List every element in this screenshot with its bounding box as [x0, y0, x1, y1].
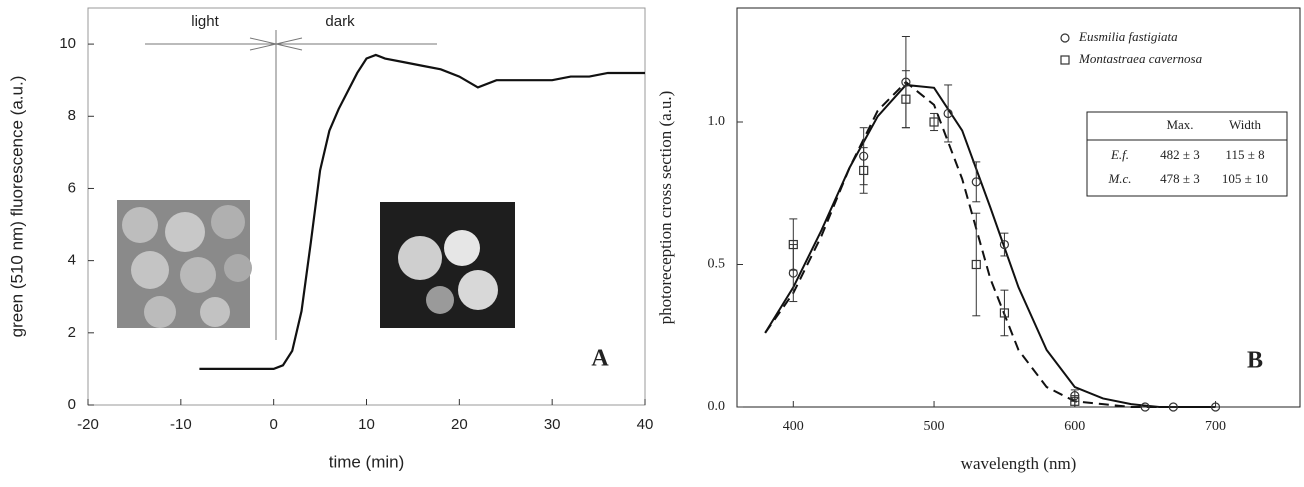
table-cell: 482 ± 3 [1160, 147, 1200, 162]
table-cell: 115 ± 8 [1225, 147, 1264, 162]
table-header: Width [1229, 117, 1261, 132]
x-tick-label: -10 [170, 416, 192, 433]
y-axis-label: photoreception cross section (a.u.) [656, 91, 675, 325]
error-bar [972, 161, 981, 203]
data-point [859, 165, 869, 176]
data-point [901, 94, 911, 104]
y-tick-label: 0 [68, 396, 76, 413]
y-tick-label: 0.5 [708, 257, 726, 272]
data-point [1168, 402, 1178, 412]
y-axis-label: green (510 nm) fluorescence (a.u.) [7, 76, 26, 338]
data-point [929, 117, 939, 127]
panel-label: B [1247, 348, 1263, 374]
error-bar [1000, 289, 1009, 337]
plot-frame [736, 7, 1301, 408]
x-tick-label: 40 [637, 416, 654, 433]
legend-label: Eusmilia fastigiata [1078, 29, 1178, 44]
data-point [999, 308, 1010, 318]
y-tick-label: 4 [68, 252, 76, 269]
error-bar [901, 70, 910, 129]
table-cell: 478 ± 3 [1160, 171, 1200, 186]
photo-left [117, 200, 252, 328]
table-cell: M.c. [1107, 171, 1131, 186]
error-bar [944, 84, 953, 143]
legend-marker [1060, 33, 1070, 43]
chart-panel: 400 500 600 700 0.0 0.5 1.0 wavelength (nm) phot… [656, 7, 1301, 473]
data-point [788, 239, 798, 250]
y-tick-label: 8 [68, 107, 76, 124]
data-point [999, 239, 1010, 250]
chart-panel: -20 -10 0 10 20 30 40 0 2 4 6 8 10 time (min) green (5… [7, 7, 654, 471]
y-tick-label: 2 [68, 324, 76, 341]
annotation: dark [325, 13, 355, 30]
error-bar [789, 218, 798, 271]
x-tick-label: -20 [77, 416, 99, 433]
y-tick-label: 10 [59, 35, 76, 52]
x-axis-label: wavelength (nm) [961, 454, 1077, 473]
x-axis-label: time (min) [329, 452, 405, 471]
x-tick-label: 400 [783, 419, 804, 434]
legend-marker [1060, 55, 1070, 65]
y-tick-label: 6 [68, 179, 76, 196]
table-header: Max. [1166, 117, 1193, 132]
data-point [1140, 402, 1150, 412]
inset-table-frame [1086, 111, 1288, 197]
data-point [971, 259, 981, 270]
x-tick-label: 600 [1064, 419, 1085, 434]
table-cell: E.f. [1110, 147, 1129, 162]
light-dark-marker [145, 30, 437, 340]
data-point [1210, 402, 1221, 412]
error-bar [1000, 232, 1009, 257]
x-tick-label: 500 [924, 419, 945, 434]
error-bar [859, 147, 868, 194]
table-cell: 105 ± 10 [1222, 171, 1268, 186]
photo-right [380, 202, 515, 328]
x-tick-label: 0 [269, 416, 277, 433]
data-point [1070, 396, 1080, 406]
error-bar [972, 212, 981, 317]
data-line [199, 53, 645, 371]
panel-label: A [591, 346, 609, 372]
x-tick-label: 20 [451, 416, 468, 433]
legend-label: Montastraea cavernosa [1078, 51, 1203, 66]
y-tick-label: 0.0 [708, 399, 726, 414]
x-tick-label: 30 [544, 416, 561, 433]
x-tick-label: 700 [1205, 419, 1226, 434]
data-point [971, 177, 981, 187]
x-tick-label: 10 [358, 416, 375, 433]
annotation: light [191, 13, 219, 30]
fit-curve [764, 80, 1160, 408]
error-bar [930, 112, 939, 132]
y-tick-label: 1.0 [708, 114, 726, 129]
data-point [943, 108, 953, 119]
